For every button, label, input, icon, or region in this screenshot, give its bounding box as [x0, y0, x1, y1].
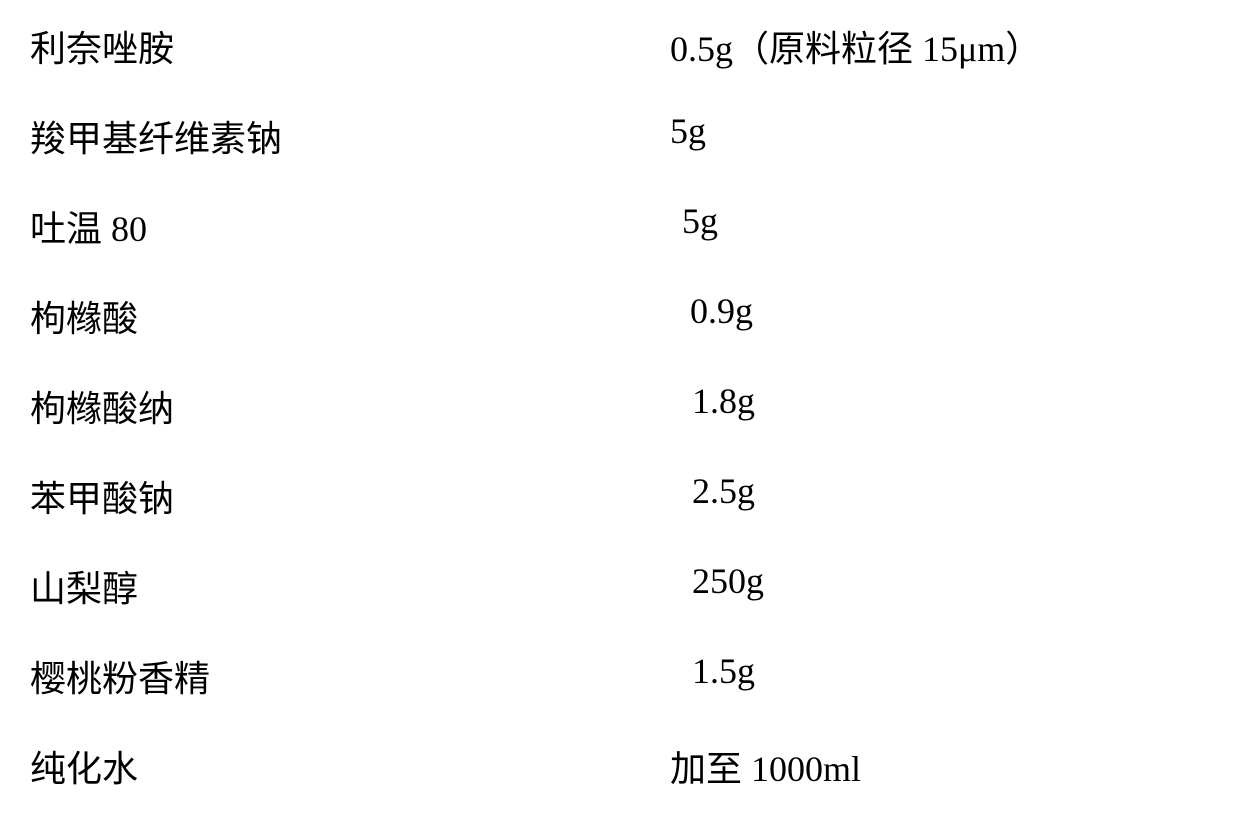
ingredient-label: 樱桃粉香精 [30, 650, 670, 702]
amount-value: 250g [670, 560, 764, 612]
ingredient-label: 苯甲酸钠 [30, 470, 670, 522]
ingredient-label: 山梨醇 [30, 560, 670, 612]
amount-value: 2.5g [670, 470, 755, 522]
table-row: 枸橼酸纳 1.8g [30, 380, 1210, 432]
amount-value: 加至 1000ml [670, 740, 861, 792]
amount-value: 1.5g [670, 650, 755, 702]
amount-value: 0.5g（原料粒径 15μm） [670, 20, 1041, 72]
table-row: 利奈唑胺 0.5g（原料粒径 15μm） [30, 20, 1210, 72]
ingredient-label: 吐温 80 [30, 200, 670, 252]
table-row: 枸橼酸 0.9g [30, 290, 1210, 342]
table-row: 吐温 80 5g [30, 200, 1210, 252]
formulation-table: 利奈唑胺 0.5g（原料粒径 15μm） 羧甲基纤维素钠 5g 吐温 80 5g… [30, 20, 1210, 830]
ingredient-label: 枸橼酸 [30, 290, 670, 342]
ingredient-label: 枸橼酸纳 [30, 380, 670, 432]
table-row: 樱桃粉香精 1.5g [30, 650, 1210, 702]
table-row: 苯甲酸钠 2.5g [30, 470, 1210, 522]
ingredient-label: 利奈唑胺 [30, 20, 670, 72]
ingredient-label: 羧甲基纤维素钠 [30, 110, 670, 162]
amount-value: 5g [670, 200, 718, 252]
amount-value: 0.9g [670, 290, 753, 342]
amount-value: 1.8g [670, 380, 755, 432]
table-row: 纯化水 加至 1000ml [30, 740, 1210, 792]
ingredient-label: 纯化水 [30, 740, 670, 792]
amount-value: 5g [670, 110, 706, 162]
table-row: 羧甲基纤维素钠 5g [30, 110, 1210, 162]
table-row: 山梨醇 250g [30, 560, 1210, 612]
